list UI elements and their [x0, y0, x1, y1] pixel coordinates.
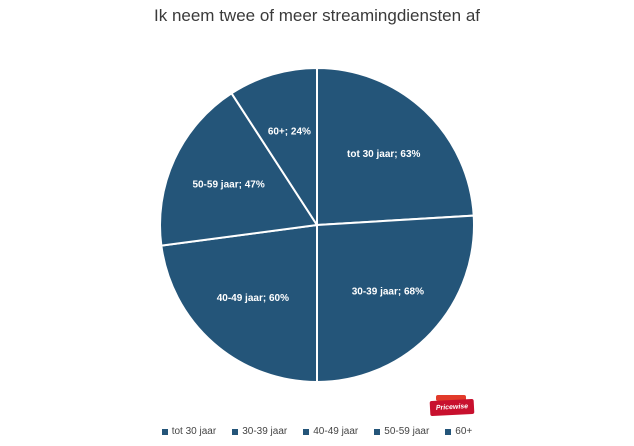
- legend-item-1: 30-39 jaar: [232, 426, 287, 437]
- legend-item-4: 60+: [445, 426, 472, 437]
- data-label-2: 40-49 jaar; 60%: [217, 293, 289, 304]
- legend-swatch: [303, 428, 310, 435]
- data-label-3: 50-59 jaar; 47%: [192, 179, 264, 190]
- legend-swatch: [232, 428, 239, 435]
- legend-item-3: 50-59 jaar: [374, 426, 429, 437]
- data-label-1: 30-39 jaar; 68%: [352, 287, 424, 298]
- legend-item-2: 40-49 jaar: [303, 426, 358, 437]
- pie-slice-4: [230, 66, 318, 229]
- legend-swatch: [374, 428, 381, 435]
- legend-label: 30-39 jaar: [242, 426, 288, 437]
- data-label-4: 60+; 24%: [268, 127, 311, 138]
- legend-label: tot 30 jaar: [171, 426, 217, 437]
- pie-slice-1: [316, 214, 475, 384]
- logo-text: Pricewise: [435, 403, 469, 412]
- pie-slice-0: [316, 66, 475, 227]
- legend-swatch: [445, 428, 452, 435]
- legend-label: 50-59 jaar: [384, 426, 430, 437]
- legend-item-0: tot 30 jaar: [161, 426, 217, 437]
- logo-front-card: Pricewise: [429, 398, 475, 417]
- legend: tot 30 jaar 30-39 jaar 40-49 jaar 50-59 jaa…: [0, 426, 634, 437]
- pie-slice-3: [159, 91, 319, 247]
- pie-slice-2: [160, 223, 318, 384]
- pricewise-logo: Pricewise: [429, 395, 475, 417]
- data-label-0: tot 30 jaar; 63%: [347, 149, 420, 160]
- legend-swatch: [161, 428, 168, 435]
- logo-back-card: [436, 395, 466, 401]
- chart-title: Ik neem twee of meer streamingdiensten a…: [154, 6, 480, 25]
- legend-label: 40-49 jaar: [313, 426, 359, 437]
- legend-label: 60+: [455, 426, 473, 437]
